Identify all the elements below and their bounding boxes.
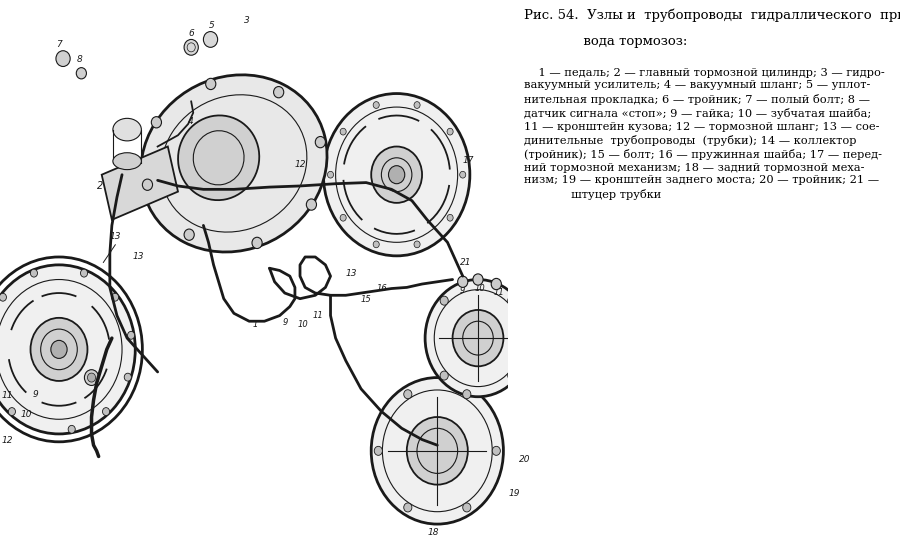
Circle shape bbox=[447, 128, 454, 135]
Text: 5: 5 bbox=[209, 21, 214, 30]
Circle shape bbox=[85, 370, 99, 385]
Circle shape bbox=[328, 171, 334, 178]
Ellipse shape bbox=[140, 75, 327, 252]
Polygon shape bbox=[102, 147, 178, 220]
Text: 7: 7 bbox=[56, 41, 62, 49]
Text: 16: 16 bbox=[376, 284, 387, 293]
Circle shape bbox=[87, 373, 95, 382]
Text: 11: 11 bbox=[2, 391, 14, 400]
Circle shape bbox=[374, 446, 382, 456]
Ellipse shape bbox=[112, 118, 141, 141]
Circle shape bbox=[414, 241, 420, 248]
Circle shape bbox=[491, 279, 501, 289]
Circle shape bbox=[404, 390, 412, 399]
Circle shape bbox=[371, 147, 422, 203]
Circle shape bbox=[124, 373, 131, 381]
Circle shape bbox=[112, 293, 119, 301]
Circle shape bbox=[306, 199, 317, 210]
Text: 6: 6 bbox=[188, 29, 194, 38]
Circle shape bbox=[315, 136, 326, 148]
Text: 1 — педаль; 2 — главный тормозной цилиндр; 3 — гидро-
вакуумный усилитель; 4 — в: 1 — педаль; 2 — главный тормозной цилинд… bbox=[524, 68, 885, 200]
Circle shape bbox=[414, 102, 420, 108]
Circle shape bbox=[76, 68, 86, 79]
Ellipse shape bbox=[112, 153, 141, 170]
Circle shape bbox=[453, 310, 503, 366]
Text: 15: 15 bbox=[361, 295, 372, 304]
Text: 18: 18 bbox=[428, 529, 438, 537]
Circle shape bbox=[374, 241, 379, 248]
Text: 13: 13 bbox=[132, 252, 144, 261]
Circle shape bbox=[440, 371, 448, 380]
Circle shape bbox=[31, 269, 38, 277]
Circle shape bbox=[8, 407, 15, 415]
Text: 9: 9 bbox=[460, 286, 465, 295]
Text: 10: 10 bbox=[21, 410, 32, 419]
Circle shape bbox=[151, 117, 161, 128]
Text: 12: 12 bbox=[295, 160, 306, 169]
Circle shape bbox=[407, 417, 468, 485]
Text: 13: 13 bbox=[110, 232, 122, 241]
Text: 1: 1 bbox=[252, 320, 257, 329]
Text: 11: 11 bbox=[312, 311, 323, 320]
Circle shape bbox=[184, 39, 198, 55]
Circle shape bbox=[508, 296, 516, 305]
Text: 20: 20 bbox=[518, 455, 530, 464]
Circle shape bbox=[457, 276, 468, 287]
Circle shape bbox=[340, 128, 346, 135]
Circle shape bbox=[184, 229, 194, 240]
Circle shape bbox=[203, 31, 218, 48]
Text: 9: 9 bbox=[32, 390, 39, 399]
Text: 21: 21 bbox=[460, 258, 472, 267]
Circle shape bbox=[447, 214, 454, 221]
Text: 13: 13 bbox=[346, 269, 357, 278]
Text: 12: 12 bbox=[2, 436, 14, 445]
Circle shape bbox=[463, 390, 471, 399]
Text: 2: 2 bbox=[96, 181, 103, 192]
Circle shape bbox=[31, 318, 87, 381]
Text: 11: 11 bbox=[493, 288, 504, 298]
Text: вода тормозоз:: вода тормозоз: bbox=[524, 35, 688, 48]
Circle shape bbox=[492, 446, 500, 456]
Circle shape bbox=[252, 237, 262, 248]
Text: 3: 3 bbox=[244, 16, 250, 24]
Circle shape bbox=[472, 274, 483, 285]
Text: Рис. 54.  Узлы и  трубопроводы  гидраллического  при-: Рис. 54. Узлы и трубопроводы гидралличес… bbox=[524, 8, 900, 22]
Circle shape bbox=[0, 293, 6, 301]
Circle shape bbox=[103, 407, 110, 415]
Circle shape bbox=[374, 102, 379, 108]
Circle shape bbox=[508, 371, 516, 380]
Text: 8: 8 bbox=[76, 55, 82, 64]
Ellipse shape bbox=[178, 115, 259, 200]
Text: 17: 17 bbox=[463, 156, 474, 166]
Circle shape bbox=[463, 503, 471, 512]
Circle shape bbox=[371, 378, 503, 524]
Circle shape bbox=[50, 340, 68, 358]
Text: 10: 10 bbox=[475, 284, 486, 293]
Circle shape bbox=[425, 280, 531, 397]
Circle shape bbox=[68, 425, 76, 433]
Circle shape bbox=[404, 503, 412, 512]
Circle shape bbox=[142, 179, 152, 190]
Circle shape bbox=[56, 51, 70, 67]
Circle shape bbox=[274, 87, 284, 98]
Circle shape bbox=[80, 269, 87, 277]
Text: 19: 19 bbox=[508, 489, 520, 498]
Circle shape bbox=[460, 171, 466, 178]
Circle shape bbox=[323, 94, 470, 256]
Circle shape bbox=[128, 331, 135, 339]
Circle shape bbox=[340, 214, 346, 221]
Circle shape bbox=[389, 166, 405, 184]
Text: 4: 4 bbox=[188, 117, 194, 126]
Circle shape bbox=[206, 78, 216, 90]
Text: 9: 9 bbox=[283, 318, 288, 327]
Circle shape bbox=[0, 265, 135, 434]
Circle shape bbox=[440, 296, 448, 305]
Text: 10: 10 bbox=[298, 320, 309, 329]
